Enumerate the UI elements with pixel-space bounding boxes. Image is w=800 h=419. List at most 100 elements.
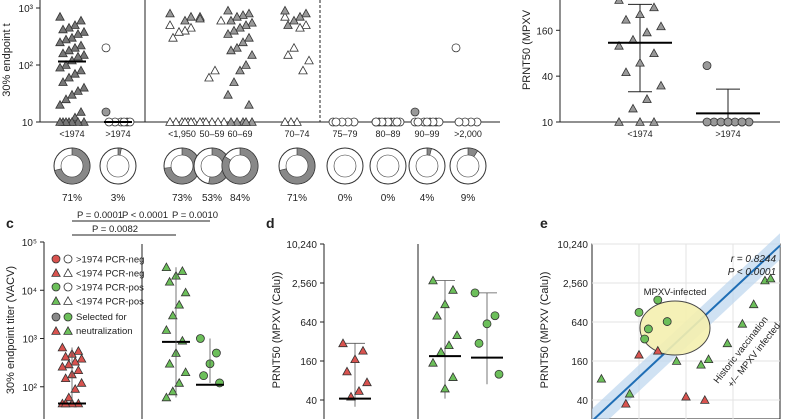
x-tick-label: <1974 xyxy=(627,129,652,139)
data-point xyxy=(64,72,74,82)
data-point xyxy=(101,43,111,53)
data-point xyxy=(180,25,190,35)
data-point xyxy=(76,65,86,75)
p-value-label: P = 0.0082 xyxy=(92,224,138,235)
pie-label: 53% xyxy=(202,193,222,204)
data-point xyxy=(723,117,733,127)
data-point xyxy=(226,15,236,25)
x-tick-label: 90–99 xyxy=(414,129,439,139)
legend-marker xyxy=(51,254,61,264)
pie-hole xyxy=(60,154,84,178)
data-point xyxy=(620,398,631,408)
legend-marker xyxy=(63,282,73,292)
data-point xyxy=(67,32,77,42)
legend-label: >1974 PCR-neg xyxy=(76,255,144,266)
legend-label: Selected for xyxy=(76,312,127,323)
y-tick-label: 640 xyxy=(300,318,317,329)
ellipse-label: MPXV-infected xyxy=(644,287,707,298)
data-point xyxy=(213,116,223,126)
pie-hole xyxy=(456,154,480,178)
data-point xyxy=(219,116,229,126)
x-tick-label: >1974 xyxy=(715,129,740,139)
panel-d-ylabel: PRNT50 (MPXV (Calu)) xyxy=(271,272,283,389)
data-point xyxy=(76,15,86,25)
data-point xyxy=(428,275,438,285)
data-point xyxy=(55,37,65,47)
data-point xyxy=(737,318,748,328)
y-tick-label: 10³ xyxy=(23,335,38,346)
x-tick-label: >2,000 xyxy=(454,129,482,139)
pie-label: 3% xyxy=(111,193,126,204)
data-point xyxy=(76,106,86,116)
legend-marker xyxy=(51,267,61,277)
data-point xyxy=(164,358,175,368)
data-point xyxy=(614,116,624,126)
data-point xyxy=(73,116,83,126)
data-point xyxy=(702,117,712,127)
data-point xyxy=(73,85,83,95)
p-value-label: P < 0.0001 xyxy=(122,210,168,221)
y-tick-label: 10,240 xyxy=(286,240,317,251)
data-point xyxy=(70,20,80,29)
data-point xyxy=(238,10,248,19)
data-point xyxy=(244,8,254,18)
data-point xyxy=(64,22,74,32)
y-tick-label: 160 xyxy=(571,357,588,368)
legend-marker xyxy=(63,312,73,322)
data-point xyxy=(696,359,706,369)
data-point xyxy=(634,308,644,317)
pie-label: 9% xyxy=(461,193,476,204)
data-point xyxy=(298,65,308,75)
data-point xyxy=(338,338,348,348)
pie-hole xyxy=(200,154,224,178)
data-point xyxy=(247,17,257,27)
y-tick-label: 160 xyxy=(536,26,553,37)
data-point xyxy=(61,59,71,69)
data-point xyxy=(161,324,172,334)
data-point xyxy=(451,43,461,53)
data-point xyxy=(161,392,172,402)
data-point xyxy=(171,116,181,126)
data-point xyxy=(490,311,500,321)
y-tick-label: 40 xyxy=(577,396,589,407)
data-point xyxy=(681,391,691,401)
y-tick-label: 160 xyxy=(300,357,317,368)
data-point xyxy=(621,14,631,24)
data-point xyxy=(649,2,659,12)
data-point xyxy=(79,116,89,126)
legend-marker xyxy=(51,295,61,305)
data-point xyxy=(64,45,74,55)
data-point xyxy=(177,266,188,275)
data-point xyxy=(79,26,89,36)
data-point xyxy=(410,107,420,117)
panel-b-plot: 10 40 160 <1974 >1974 xyxy=(536,0,780,139)
data-point xyxy=(640,334,650,344)
data-point xyxy=(295,11,305,21)
data-point xyxy=(55,116,65,126)
y-tick-label: 10⁴ xyxy=(22,286,37,297)
data-point xyxy=(201,116,211,126)
data-point xyxy=(656,21,666,31)
panel-b-ylabel: PRNT50 (MPXV xyxy=(521,9,533,90)
data-point xyxy=(737,117,747,127)
data-point xyxy=(174,26,184,36)
data-point xyxy=(229,77,239,86)
x-tick-label: 50–59 xyxy=(199,129,224,139)
data-point xyxy=(226,116,236,126)
data-point xyxy=(247,116,257,126)
data-point xyxy=(226,45,236,55)
y-tick-label: 40 xyxy=(306,396,318,407)
x-tick-label: 60–69 xyxy=(227,129,252,139)
x-tick-label: 75–79 xyxy=(332,129,357,139)
pie-hole xyxy=(285,154,309,178)
data-point xyxy=(371,117,381,127)
data-point xyxy=(180,287,191,297)
data-point xyxy=(195,13,205,23)
panel-e-ylabel: PRNT50 (MPXV (Calu)) xyxy=(539,272,551,389)
legend-marker xyxy=(63,254,73,264)
data-point xyxy=(161,262,172,271)
data-point xyxy=(186,11,196,21)
pie-hole xyxy=(333,154,357,178)
